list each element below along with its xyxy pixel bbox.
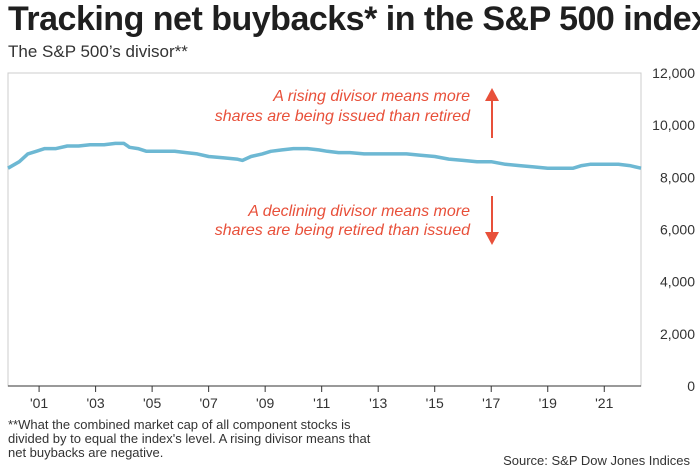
x-tick-label: '21 — [595, 395, 613, 411]
x-axis: '01 '03 '05 '07 '09 '11 '13 '15 '17 '19 '21 — [30, 386, 614, 411]
x-tick-label: '15 — [426, 395, 444, 411]
annotation-rising-line-1: A rising divisor means more — [272, 88, 470, 105]
arrow-up-head-icon — [485, 88, 499, 101]
chart-title: Tracking net buybacks* in the S&P 500 in… — [8, 0, 700, 38]
annotation-rising: A rising divisor means more shares are b… — [215, 88, 499, 138]
chart-subtitle: The S&P 500’s divisor** — [8, 42, 188, 61]
y-tick-label: 4,000 — [660, 274, 695, 290]
y-tick-label: 2,000 — [660, 326, 695, 342]
y-tick-label: 10,000 — [652, 117, 695, 133]
x-tick-label: '01 — [30, 395, 48, 411]
x-tick-label: '07 — [200, 395, 218, 411]
y-tick-label: 8,000 — [660, 169, 695, 185]
annotation-declining: A declining divisor means more shares ar… — [215, 196, 499, 245]
y-tick-label: 0 — [687, 378, 695, 394]
y-tick-label: 12,000 — [652, 65, 695, 81]
x-tick-label: '17 — [482, 395, 500, 411]
x-tick-label: '09 — [256, 395, 274, 411]
arrow-down-head-icon — [485, 232, 499, 245]
footnote: **What the combined market cap of all co… — [8, 417, 371, 460]
annotation-declining-line-1: A declining divisor means more — [247, 203, 470, 220]
y-tick-label: 6,000 — [660, 222, 695, 238]
divisor-series-line — [7, 141, 642, 170]
y-axis: 0 2,000 4,000 6,000 8,000 10,000 12,000 — [652, 65, 695, 394]
x-tick-label: '13 — [369, 395, 387, 411]
annotation-declining-line-2: shares are being retired than issued — [215, 222, 471, 239]
x-tick-label: '19 — [539, 395, 557, 411]
x-tick-label: '05 — [143, 395, 161, 411]
x-tick-label: '03 — [86, 395, 104, 411]
x-tick-label: '11 — [313, 395, 330, 411]
source-credit: Source: S&P Dow Jones Indices — [503, 453, 690, 468]
annotation-rising-line-2: shares are being issued than retired — [215, 108, 471, 125]
